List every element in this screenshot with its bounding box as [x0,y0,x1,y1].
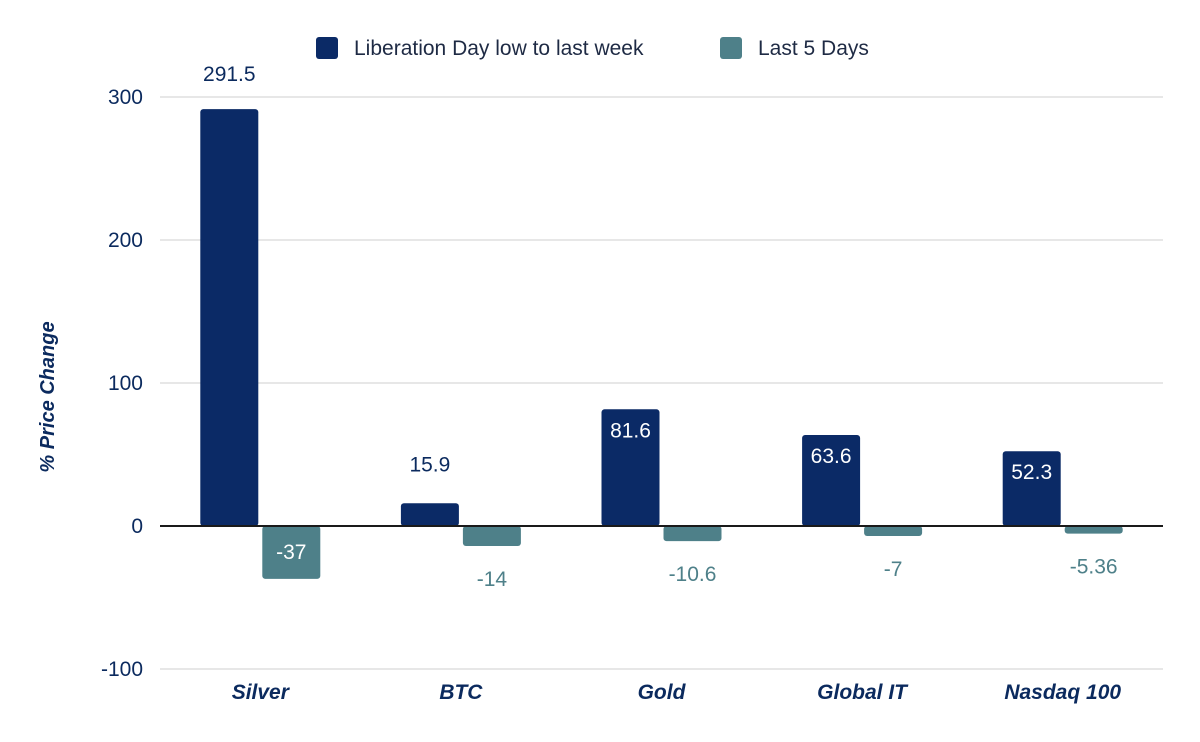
data-label: 15.9 [409,453,450,476]
bar-liberation-silver [200,109,259,526]
data-label: 81.6 [610,419,651,442]
y-axis-ticks: 300 200 100 0 -100 [101,86,143,681]
y-tick-label: -100 [101,658,143,681]
data-labels: 291.5 -37 15.9 -14 81.6 -10.6 63.6 -7 52.3 -5.36 [203,63,1118,591]
bar-liberation-btc [400,503,459,526]
bar-last5-btc [462,526,521,547]
legend-swatch [316,37,338,59]
data-label: 63.6 [811,445,852,468]
data-label: 291.5 [203,63,256,86]
bars [200,109,1123,579]
y-axis-title: % Price Change [37,321,59,472]
y-tick-label: 0 [131,515,143,538]
x-category-label: BTC [439,681,483,704]
data-label: -14 [477,568,508,591]
legend-swatch [720,37,742,59]
bar-liberation-nasdaq-100 [1002,451,1061,526]
data-label: -37 [276,541,306,564]
x-category-label: Nasdaq 100 [1004,681,1121,704]
data-label: 52.3 [1011,461,1052,484]
x-category-label: Gold [638,681,687,704]
y-tick-label: 300 [108,86,143,109]
legend-label: Last 5 Days [758,37,869,60]
bar-last5-silver [262,526,321,579]
data-label: -10.6 [669,563,717,586]
bar-liberation-gold [601,409,660,526]
bar-last5-global-it [864,526,923,537]
bar-last5-nasdaq-100 [1064,526,1123,534]
bar-liberation-global-it [802,435,861,526]
y-tick-label: 200 [108,229,143,252]
x-category-label: Global IT [817,681,909,704]
x-axis-categories: Silver BTC Gold Global IT Nasdaq 100 [232,681,1122,704]
x-category-label: Silver [232,681,291,704]
data-label: -7 [884,558,903,581]
legend-label: Liberation Day low to last week [354,37,644,60]
bar-last5-gold [663,526,722,542]
legend: Liberation Day low to last week Last 5 Da… [316,37,869,60]
gridlines [160,96,1163,670]
data-label: -5.36 [1070,556,1118,579]
y-tick-label: 100 [108,372,143,395]
